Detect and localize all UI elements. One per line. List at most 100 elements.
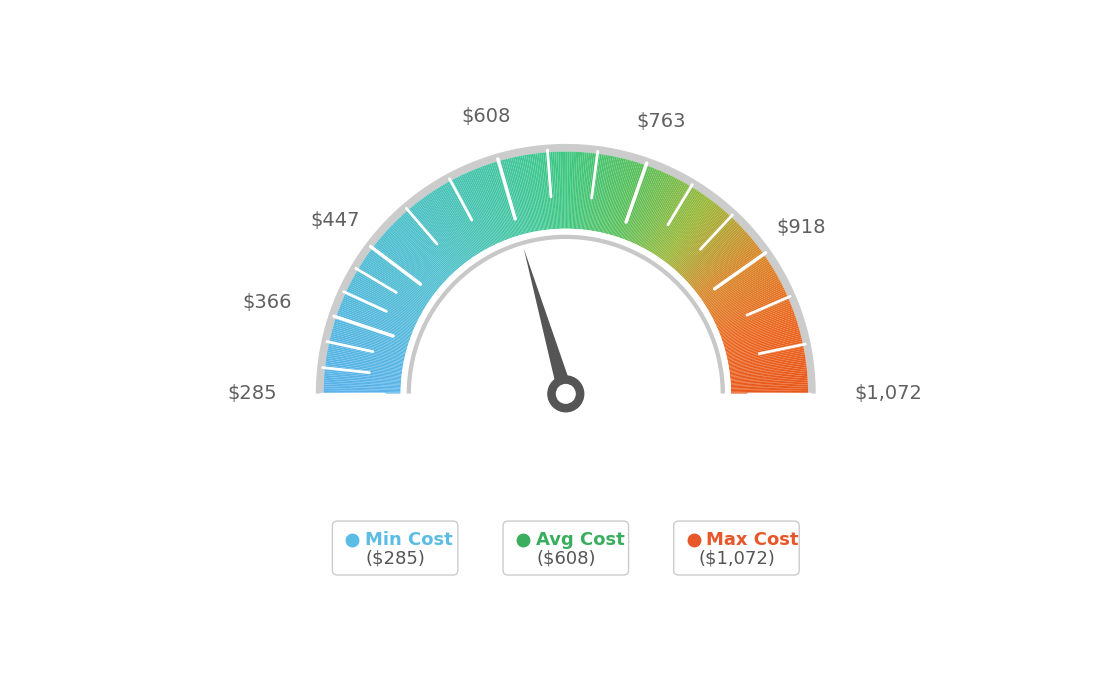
- Polygon shape: [704, 261, 769, 304]
- Polygon shape: [624, 167, 654, 240]
- Polygon shape: [635, 174, 669, 244]
- Polygon shape: [730, 359, 806, 372]
- Polygon shape: [323, 388, 401, 391]
- Polygon shape: [728, 346, 804, 363]
- Polygon shape: [731, 390, 808, 393]
- Polygon shape: [338, 310, 411, 338]
- Polygon shape: [731, 373, 807, 381]
- Text: ($1,072): ($1,072): [698, 549, 775, 567]
- Polygon shape: [418, 200, 467, 263]
- Polygon shape: [702, 257, 767, 302]
- Polygon shape: [567, 152, 570, 228]
- Polygon shape: [349, 284, 418, 320]
- Polygon shape: [453, 179, 490, 248]
- Polygon shape: [611, 161, 634, 235]
- Polygon shape: [683, 224, 740, 279]
- Polygon shape: [469, 171, 501, 242]
- Polygon shape: [601, 157, 618, 233]
- Polygon shape: [725, 332, 800, 353]
- Polygon shape: [331, 330, 406, 351]
- Polygon shape: [604, 158, 624, 234]
- Polygon shape: [560, 152, 563, 229]
- Polygon shape: [323, 381, 401, 386]
- Polygon shape: [730, 367, 807, 377]
- Polygon shape: [541, 152, 550, 230]
- Polygon shape: [332, 326, 407, 349]
- Polygon shape: [343, 296, 415, 328]
- Polygon shape: [381, 237, 440, 288]
- Polygon shape: [325, 371, 402, 380]
- Polygon shape: [694, 241, 755, 290]
- Polygon shape: [484, 166, 511, 239]
- Polygon shape: [368, 253, 432, 299]
- Polygon shape: [365, 256, 429, 301]
- Polygon shape: [330, 337, 405, 357]
- Polygon shape: [730, 369, 807, 378]
- Text: $366: $366: [243, 293, 293, 312]
- Polygon shape: [731, 379, 808, 385]
- Polygon shape: [670, 206, 720, 266]
- Polygon shape: [650, 186, 691, 253]
- Polygon shape: [352, 279, 421, 317]
- Polygon shape: [649, 184, 689, 252]
- Polygon shape: [697, 247, 760, 295]
- Circle shape: [548, 376, 584, 412]
- Polygon shape: [446, 183, 485, 250]
- Polygon shape: [444, 184, 484, 251]
- Polygon shape: [375, 242, 437, 292]
- Polygon shape: [671, 207, 722, 268]
- Polygon shape: [597, 156, 613, 232]
- Polygon shape: [731, 392, 808, 394]
- Polygon shape: [513, 157, 531, 233]
- Polygon shape: [474, 169, 503, 241]
- Polygon shape: [330, 335, 405, 355]
- Polygon shape: [526, 155, 540, 231]
- Polygon shape: [475, 168, 505, 241]
- Polygon shape: [598, 156, 615, 232]
- Polygon shape: [358, 269, 424, 310]
- Polygon shape: [612, 161, 635, 235]
- Polygon shape: [725, 330, 800, 351]
- Polygon shape: [424, 197, 470, 260]
- Polygon shape: [530, 154, 542, 230]
- Polygon shape: [326, 358, 403, 371]
- Polygon shape: [613, 161, 637, 236]
- Polygon shape: [392, 224, 448, 279]
- Polygon shape: [595, 155, 612, 232]
- Polygon shape: [699, 250, 762, 297]
- Polygon shape: [723, 323, 798, 346]
- Polygon shape: [693, 239, 754, 290]
- Polygon shape: [639, 177, 676, 247]
- Polygon shape: [506, 159, 526, 234]
- Polygon shape: [410, 207, 460, 268]
- Polygon shape: [524, 155, 539, 231]
- Polygon shape: [718, 297, 789, 329]
- Polygon shape: [335, 319, 408, 344]
- Polygon shape: [692, 238, 753, 288]
- Text: ($285): ($285): [365, 549, 425, 567]
- Polygon shape: [400, 216, 454, 273]
- Polygon shape: [602, 157, 620, 233]
- Polygon shape: [528, 155, 541, 230]
- Polygon shape: [456, 177, 492, 247]
- Polygon shape: [417, 201, 466, 264]
- Polygon shape: [397, 219, 452, 275]
- Polygon shape: [432, 191, 475, 257]
- Polygon shape: [607, 159, 628, 234]
- Polygon shape: [327, 352, 403, 367]
- Polygon shape: [731, 375, 807, 382]
- Polygon shape: [327, 356, 403, 369]
- Polygon shape: [559, 152, 562, 229]
- Polygon shape: [713, 284, 783, 320]
- Polygon shape: [703, 259, 768, 303]
- Polygon shape: [730, 371, 807, 380]
- Polygon shape: [705, 264, 772, 306]
- Polygon shape: [729, 354, 805, 368]
- Polygon shape: [396, 220, 450, 276]
- Polygon shape: [465, 173, 498, 244]
- Polygon shape: [578, 152, 586, 229]
- Polygon shape: [492, 162, 518, 237]
- Polygon shape: [327, 351, 403, 366]
- Polygon shape: [690, 235, 750, 286]
- Polygon shape: [668, 204, 718, 265]
